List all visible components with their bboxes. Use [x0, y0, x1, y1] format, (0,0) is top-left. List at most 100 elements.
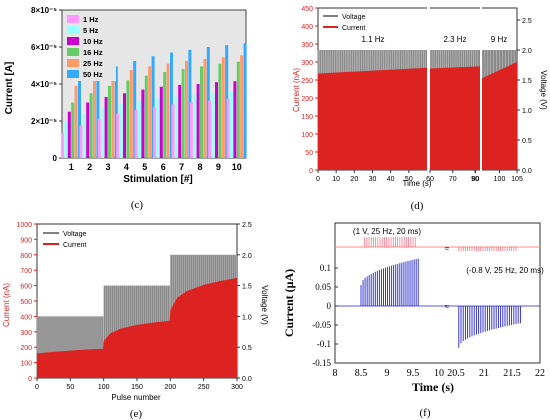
y-tick-label: 6×10⁻⁵ [31, 43, 57, 52]
x-tick-label: 40 [387, 176, 395, 183]
x-tick-label: 30 [369, 176, 377, 183]
y-tick-label-right: 1.5 [522, 78, 532, 85]
legend-swatch [67, 26, 79, 34]
bar [86, 102, 90, 158]
bar [97, 119, 101, 158]
bar [114, 66, 118, 158]
x-tick-label: 20.5 [447, 368, 465, 379]
bar [111, 74, 115, 158]
x-tick-label: 21 [479, 368, 489, 379]
x-tick-label: 105 [511, 176, 523, 183]
chart-e-ylabel-left: Current (nA) [2, 283, 11, 327]
y-tick-label-right: 1.0 [242, 314, 252, 321]
x-tick-label: 1 [69, 162, 74, 172]
x-tick-label: 0 [35, 384, 39, 391]
legend-label: Voltage [63, 231, 86, 238]
bar [116, 113, 120, 158]
current-area [482, 62, 517, 170]
y-tick-label-right: 0.5 [522, 138, 532, 145]
bar [233, 81, 237, 158]
annotation: (-0.8 V, 25 Hz, 20 ms) [466, 266, 544, 275]
legend-label: Current [342, 25, 365, 32]
y-tick-label-right: 2.5 [242, 222, 252, 229]
y-tick-label-left: 600 [20, 284, 32, 291]
x-tick-label: 70 [449, 176, 457, 183]
bar [138, 100, 141, 158]
y-tick-label-left: 0 [28, 376, 32, 383]
y-tick-label-left: 0 [309, 168, 313, 175]
bar [89, 93, 93, 158]
bar [203, 59, 207, 158]
y-tick-label-right: 2.0 [522, 48, 532, 55]
y-tick-label-left: 450 [301, 6, 313, 13]
bar [123, 93, 126, 158]
chart-d-ylabel-right: Voltage (V) [539, 70, 548, 110]
bar [82, 113, 86, 158]
bar [108, 85, 111, 158]
bar [174, 96, 178, 158]
bar [193, 94, 197, 158]
caption-e: (e) [130, 408, 143, 420]
bar [200, 66, 203, 158]
bar [181, 69, 185, 158]
y-tick-label: 0.1 [320, 263, 331, 273]
bar [156, 97, 160, 158]
legend-label: 10 Hz [83, 37, 103, 46]
bar [221, 57, 225, 158]
x-tick-label: 8.5 [355, 368, 368, 379]
caption-d: (d) [411, 200, 424, 212]
legend-label: Voltage [342, 14, 365, 21]
annotation: 1.1 Hz [361, 35, 384, 44]
y-tick-label-left: 400 [20, 314, 32, 321]
bar [196, 84, 200, 158]
legend-swatch [67, 37, 79, 45]
y-tick-label: 0.05 [315, 282, 331, 292]
y-tick-label-right: 2.0 [242, 253, 252, 260]
chart-f: Current (μA) Time (s) (f) ≈ ≈ -0.15 -0.1 -0.… [282, 222, 545, 419]
y-tick-label-left: 50 [305, 150, 313, 157]
bar [185, 60, 188, 158]
x-tick-label: 50 [405, 176, 413, 183]
legend-swatch [67, 15, 79, 23]
chart-e-ylabel-right: Voltage (V) [260, 285, 269, 325]
bar [79, 125, 83, 158]
bar [129, 70, 133, 158]
x-tick-label: 300 [231, 384, 243, 391]
y-tick-label-left: 150 [301, 114, 313, 121]
bar [208, 100, 212, 158]
bar [96, 71, 100, 158]
bar [171, 104, 175, 158]
bar [178, 84, 182, 158]
bar [71, 102, 75, 158]
caption-f: (f) [420, 407, 431, 419]
y-tick-label: 0 [327, 301, 332, 311]
legend-label: Current [63, 242, 86, 249]
bar [240, 55, 244, 159]
current-area [37, 277, 237, 378]
bar [141, 89, 145, 158]
x-tick-label: 100 [98, 384, 110, 391]
current-area [318, 67, 427, 170]
x-tick-label: 9 [385, 368, 390, 379]
bar [134, 109, 138, 158]
x-tick-label: 60 [426, 176, 434, 183]
y-tick-label-left: 250 [301, 78, 313, 85]
legend-swatch [67, 70, 79, 78]
x-tick-label: 8 [197, 162, 202, 172]
x-tick-label: 10 [332, 176, 340, 183]
bar [215, 82, 218, 158]
y-tick-label-right: 0.0 [242, 376, 252, 383]
y-tick-label-right: 0.5 [242, 345, 252, 352]
bar [159, 86, 163, 158]
bar [148, 66, 152, 158]
bar [104, 96, 108, 158]
current-area [430, 66, 480, 170]
x-tick-label: 10 [434, 368, 444, 379]
y-tick-label-right: 1.0 [522, 108, 532, 115]
x-tick-label: 8 [333, 368, 338, 379]
x-tick-label: 150 [131, 384, 143, 391]
bar [166, 63, 170, 158]
y-tick-label-left: 200 [20, 345, 32, 352]
bar [119, 103, 123, 158]
bar [133, 60, 137, 158]
